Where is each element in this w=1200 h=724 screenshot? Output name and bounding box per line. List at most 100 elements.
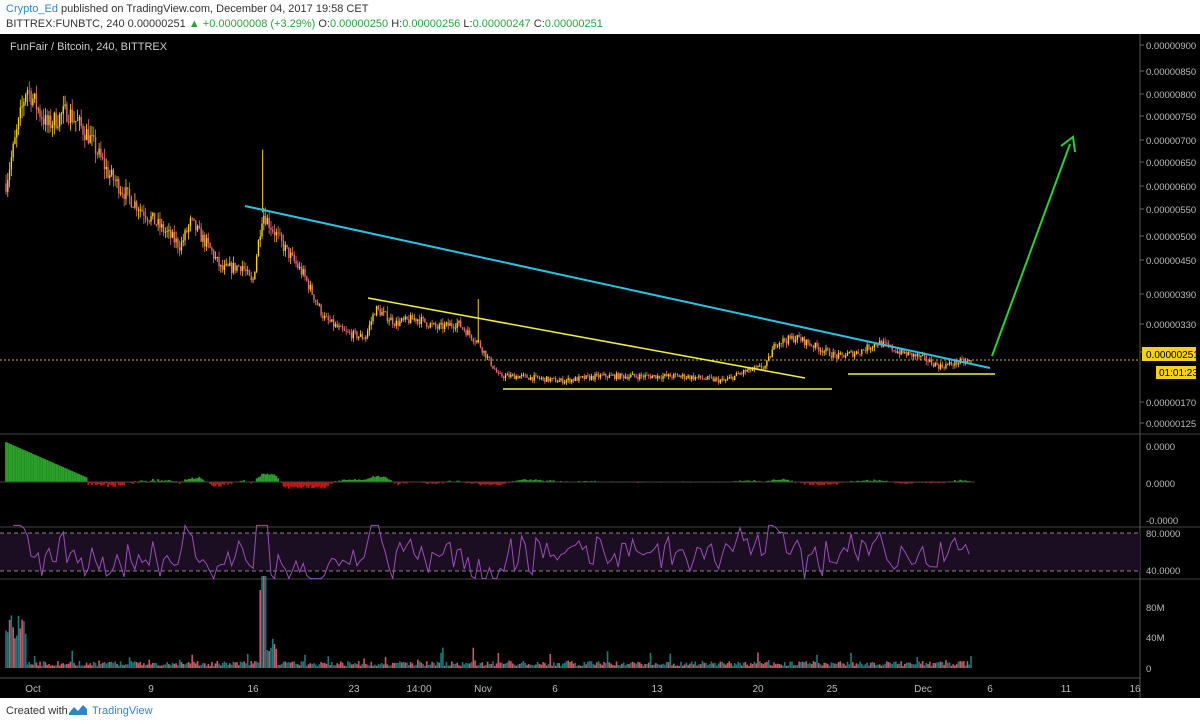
candle-body bbox=[733, 375, 736, 380]
volume-bar bbox=[166, 662, 168, 668]
volume-bar bbox=[690, 661, 693, 668]
volume-bar bbox=[492, 661, 494, 668]
macd-bar bbox=[502, 482, 505, 484]
tradingview-brand-link[interactable]: TradingView bbox=[92, 705, 153, 717]
candle-body bbox=[859, 353, 861, 355]
candle-body bbox=[255, 256, 258, 272]
candle-body bbox=[810, 345, 813, 347]
candle-body bbox=[434, 323, 437, 327]
macd-bar bbox=[533, 479, 536, 482]
macd-bar bbox=[753, 480, 756, 482]
macd-bar bbox=[74, 472, 77, 482]
green-arrow-head[interactable] bbox=[1060, 135, 1076, 153]
macd-bar bbox=[878, 479, 881, 482]
candle-body bbox=[254, 271, 256, 280]
volume-bar bbox=[302, 661, 304, 668]
cyan-trendline[interactable] bbox=[244, 205, 991, 369]
macd-bar bbox=[19, 448, 22, 482]
volume-bar bbox=[739, 663, 741, 668]
macd-bar bbox=[83, 476, 86, 482]
candles-group bbox=[5, 81, 972, 386]
macd-bar bbox=[42, 458, 45, 482]
macd-bar bbox=[219, 482, 222, 487]
candle-body bbox=[871, 347, 874, 349]
candle-body bbox=[497, 372, 500, 374]
candle-body bbox=[456, 322, 458, 329]
volume-bar bbox=[943, 664, 945, 668]
macd-bar bbox=[812, 482, 815, 486]
candle-body bbox=[495, 369, 498, 373]
volume-bar bbox=[434, 665, 437, 668]
volume-bar bbox=[78, 660, 81, 668]
volume-bar bbox=[221, 662, 224, 668]
macd-bar bbox=[71, 471, 74, 482]
volume-bar bbox=[875, 665, 877, 668]
volume-bar bbox=[527, 664, 530, 668]
volume-bar bbox=[450, 661, 453, 668]
candle-body bbox=[474, 341, 476, 343]
volume-bar bbox=[721, 661, 723, 668]
chart-area[interactable]: FunFair / Bitcoin, 240, BITTREX 0.000009… bbox=[0, 34, 1200, 698]
candle-body bbox=[778, 343, 781, 346]
volume-bar bbox=[271, 638, 274, 668]
time-tick-label: 16 bbox=[1129, 684, 1141, 695]
green-arrow-shaft[interactable] bbox=[991, 143, 1071, 357]
macd-bar bbox=[363, 479, 365, 482]
macd-tick-label: 0.0000 bbox=[1146, 479, 1175, 490]
macd-bar bbox=[373, 477, 376, 482]
candle-body bbox=[472, 339, 474, 342]
volume-bar bbox=[504, 663, 507, 668]
volume-bar bbox=[28, 661, 31, 668]
volume-bar bbox=[46, 664, 48, 668]
candle-body bbox=[608, 374, 611, 378]
candle-body bbox=[896, 351, 899, 353]
macd-bar bbox=[767, 480, 770, 482]
volume-bar bbox=[187, 661, 190, 668]
volume-bar bbox=[297, 664, 299, 668]
candle-body bbox=[313, 294, 315, 301]
volume-bar bbox=[211, 661, 213, 668]
tradingview-logo-icon bbox=[69, 705, 87, 715]
volume-bar bbox=[515, 665, 518, 668]
candle-body bbox=[837, 353, 840, 359]
candle-body bbox=[791, 336, 793, 339]
candle-body bbox=[327, 316, 329, 321]
volume-bar bbox=[757, 652, 759, 668]
volume-bar bbox=[194, 663, 197, 668]
candle-body bbox=[198, 225, 201, 228]
macd-bar bbox=[357, 479, 360, 482]
macd-bar bbox=[377, 475, 380, 482]
candle-body bbox=[902, 349, 904, 354]
volume-bar bbox=[545, 665, 548, 668]
macd-bar bbox=[968, 480, 971, 482]
macd-bar bbox=[51, 462, 54, 482]
macd-bar bbox=[552, 480, 555, 482]
macd-bar bbox=[438, 482, 441, 484]
candle-body bbox=[825, 348, 827, 352]
macd-bar bbox=[228, 482, 231, 484]
volume-bar bbox=[393, 662, 396, 668]
candle-body bbox=[98, 148, 100, 155]
candle-body bbox=[341, 326, 344, 330]
candle-body bbox=[692, 375, 695, 380]
macd-bar bbox=[902, 482, 904, 484]
candle-body bbox=[368, 324, 371, 331]
candle-body bbox=[134, 201, 136, 208]
macd-bar bbox=[778, 479, 781, 482]
macd-bar bbox=[223, 482, 226, 485]
volume-bar bbox=[939, 661, 942, 668]
volume-bar bbox=[936, 662, 938, 668]
candle-body bbox=[264, 215, 267, 225]
volume-bar bbox=[535, 664, 537, 668]
macd-bar bbox=[8, 443, 11, 482]
volume-bar bbox=[613, 665, 616, 668]
author-link[interactable]: Crypto_Ed bbox=[6, 3, 58, 15]
volume-bar bbox=[787, 665, 790, 668]
macd-bar bbox=[96, 482, 99, 485]
price-chart-svg[interactable]: FunFair / Bitcoin, 240, BITTREX 0.000009… bbox=[0, 34, 1200, 698]
yellow-trendline-upper[interactable] bbox=[367, 297, 806, 379]
volume-bar bbox=[49, 665, 52, 668]
macd-bar bbox=[508, 482, 510, 484]
volume-bar bbox=[35, 662, 38, 668]
volume-bar bbox=[361, 663, 364, 668]
